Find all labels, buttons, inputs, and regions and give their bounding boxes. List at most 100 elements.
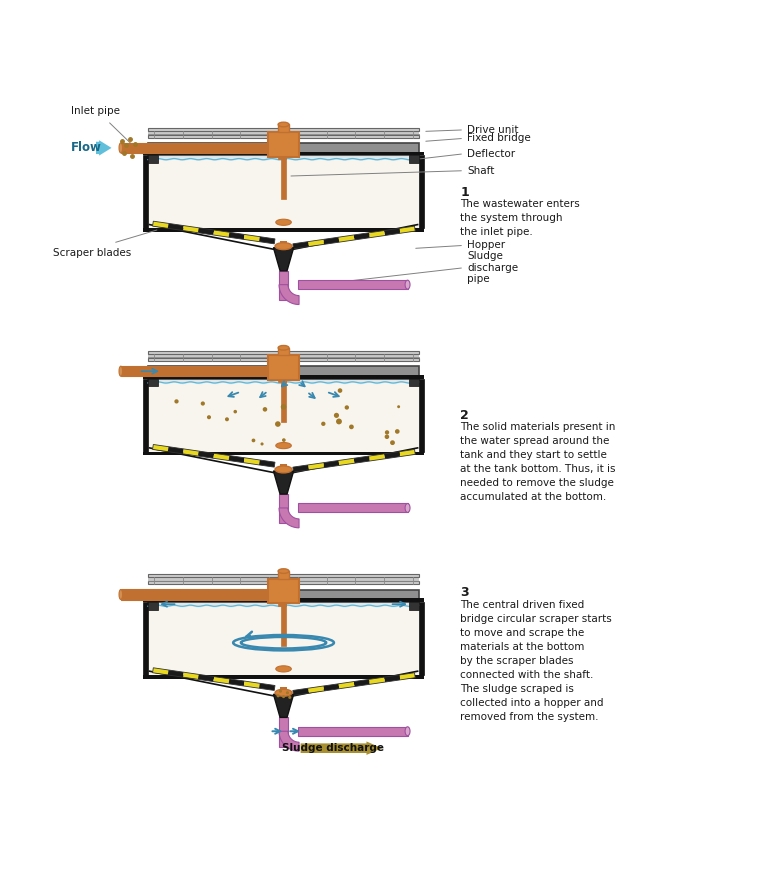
Bar bbox=[148, 354, 419, 360]
Circle shape bbox=[225, 417, 229, 421]
Circle shape bbox=[385, 434, 389, 439]
Circle shape bbox=[349, 424, 354, 429]
Bar bbox=[148, 155, 419, 228]
Bar bbox=[143, 155, 148, 228]
Circle shape bbox=[279, 689, 282, 693]
Polygon shape bbox=[214, 230, 230, 237]
Bar bbox=[143, 152, 424, 155]
Circle shape bbox=[252, 438, 255, 442]
Ellipse shape bbox=[119, 143, 123, 153]
Bar bbox=[298, 503, 409, 512]
Text: Hopper: Hopper bbox=[467, 240, 505, 250]
Polygon shape bbox=[354, 232, 369, 240]
FancyBboxPatch shape bbox=[268, 579, 299, 603]
Bar bbox=[298, 280, 409, 289]
Polygon shape bbox=[369, 454, 385, 461]
Bar bbox=[280, 688, 287, 696]
Polygon shape bbox=[167, 446, 184, 454]
Text: Flow: Flow bbox=[71, 141, 101, 154]
Bar bbox=[278, 371, 286, 382]
Polygon shape bbox=[229, 455, 244, 463]
Circle shape bbox=[288, 695, 291, 699]
Polygon shape bbox=[339, 681, 354, 688]
Polygon shape bbox=[323, 237, 339, 245]
Polygon shape bbox=[354, 456, 369, 463]
Bar bbox=[148, 155, 158, 163]
Bar bbox=[279, 717, 288, 746]
Polygon shape bbox=[279, 508, 299, 528]
Bar bbox=[419, 379, 424, 452]
Circle shape bbox=[263, 407, 267, 411]
Circle shape bbox=[260, 442, 263, 446]
Bar bbox=[148, 602, 158, 610]
Polygon shape bbox=[279, 731, 299, 751]
Circle shape bbox=[321, 422, 326, 426]
Bar bbox=[281, 603, 286, 645]
Text: The wastewater enters
the system through
the inlet pipe.: The wastewater enters the system through… bbox=[460, 199, 580, 237]
FancyBboxPatch shape bbox=[268, 132, 299, 157]
Polygon shape bbox=[293, 465, 309, 472]
Circle shape bbox=[338, 389, 343, 393]
Ellipse shape bbox=[405, 727, 410, 736]
Ellipse shape bbox=[278, 346, 289, 350]
Bar bbox=[143, 452, 424, 455]
Circle shape bbox=[281, 404, 286, 410]
Bar bbox=[278, 595, 286, 606]
Bar bbox=[419, 602, 424, 675]
Circle shape bbox=[282, 695, 285, 698]
Ellipse shape bbox=[278, 569, 289, 574]
Text: Sludge discharge: Sludge discharge bbox=[282, 743, 384, 753]
Bar bbox=[121, 589, 277, 600]
Bar bbox=[279, 494, 288, 524]
Polygon shape bbox=[153, 445, 168, 452]
Circle shape bbox=[395, 429, 399, 434]
Bar bbox=[148, 379, 158, 386]
Polygon shape bbox=[229, 679, 244, 686]
Bar bbox=[298, 727, 409, 736]
Text: Fixed bridge: Fixed bridge bbox=[467, 133, 531, 143]
Bar bbox=[143, 598, 424, 602]
FancyArrow shape bbox=[71, 140, 111, 155]
Ellipse shape bbox=[275, 243, 292, 250]
FancyArrow shape bbox=[300, 741, 382, 755]
Bar bbox=[148, 351, 419, 354]
Polygon shape bbox=[243, 681, 260, 688]
Bar bbox=[148, 602, 419, 675]
Circle shape bbox=[233, 410, 237, 413]
Bar bbox=[278, 147, 286, 159]
Bar bbox=[278, 348, 289, 355]
Bar bbox=[281, 157, 286, 199]
Ellipse shape bbox=[275, 466, 292, 473]
Ellipse shape bbox=[276, 219, 291, 225]
Polygon shape bbox=[308, 463, 324, 470]
Bar bbox=[121, 367, 277, 376]
Polygon shape bbox=[198, 674, 214, 681]
Bar bbox=[143, 379, 148, 452]
Bar bbox=[148, 131, 419, 138]
Polygon shape bbox=[259, 237, 275, 244]
Circle shape bbox=[385, 431, 389, 434]
Polygon shape bbox=[273, 247, 293, 271]
Ellipse shape bbox=[278, 122, 289, 127]
Bar bbox=[148, 577, 419, 584]
Text: 2: 2 bbox=[460, 410, 469, 423]
Polygon shape bbox=[214, 677, 230, 684]
Ellipse shape bbox=[119, 589, 123, 600]
Bar bbox=[148, 143, 419, 155]
Text: 1: 1 bbox=[460, 186, 469, 199]
Bar bbox=[279, 129, 288, 157]
Polygon shape bbox=[183, 449, 199, 456]
Bar bbox=[121, 143, 277, 153]
Polygon shape bbox=[384, 452, 400, 459]
Ellipse shape bbox=[405, 503, 410, 512]
Ellipse shape bbox=[405, 280, 410, 289]
Text: Shaft: Shaft bbox=[467, 166, 495, 175]
Text: The solid materials present in
the water spread around the
tank and they start t: The solid materials present in the water… bbox=[460, 423, 616, 503]
Bar bbox=[148, 358, 419, 360]
Bar bbox=[279, 271, 288, 300]
Bar bbox=[409, 379, 419, 386]
Polygon shape bbox=[308, 686, 324, 693]
Bar bbox=[409, 602, 419, 610]
Bar bbox=[148, 134, 419, 138]
Circle shape bbox=[275, 421, 280, 427]
